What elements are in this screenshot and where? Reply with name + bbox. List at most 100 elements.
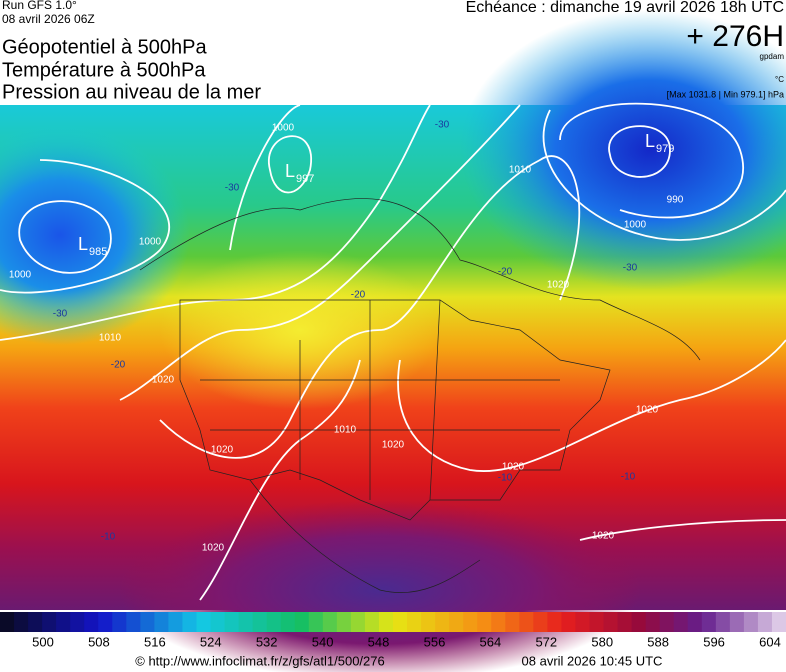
colorbar-swatch (449, 612, 464, 632)
low-letter: L (285, 161, 295, 181)
colorbar-swatch (14, 612, 29, 632)
colorbar-swatch (210, 612, 226, 632)
temperature-label: -10 (621, 472, 636, 483)
isobar-label: 990 (667, 195, 684, 206)
colorbar-swatch (631, 612, 647, 632)
isobar-label: 1020 (211, 445, 234, 456)
run-label: Run GFS 1.0° (2, 0, 77, 12)
colorbar-swatch (463, 612, 478, 632)
colorbar-swatch (140, 612, 155, 632)
colorbar-swatch (196, 612, 212, 632)
colorbar-swatch (252, 612, 268, 632)
colorbar-swatch (56, 612, 71, 632)
colorbar-swatch (350, 612, 366, 632)
source-url: © http://www.infoclimat.fr/z/gfs/atl1/50… (135, 653, 384, 668)
colorbar-swatch (715, 612, 731, 632)
colorbar-label: 548 (368, 634, 390, 649)
temperature-label: -20 (351, 290, 366, 301)
low-letter: L (78, 234, 88, 254)
colorbar-swatch (477, 612, 492, 632)
unit: gpdam (760, 52, 785, 61)
temperature-label: -30 (435, 120, 450, 131)
colorbar-swatch (238, 612, 254, 632)
title: Géopotentiel à 500hPa (2, 36, 207, 58)
colorbar-label: 516 (144, 634, 166, 649)
isobar-label: 1010 (334, 425, 357, 436)
isobar-label: 1020 (202, 543, 225, 554)
colorbar-label: 556 (424, 634, 446, 649)
isobar-label: 1000 (139, 237, 162, 248)
colorbar-swatch (519, 612, 534, 632)
colorbar-swatch (98, 612, 113, 632)
colorbar-label: 524 (200, 634, 222, 649)
temperature-label: -20 (111, 360, 126, 371)
isobar-label: 1020 (592, 531, 615, 542)
temperature-label: -30 (53, 309, 68, 320)
colorbar-swatch (603, 612, 619, 632)
colorbar-label: 596 (703, 634, 725, 649)
colorbar-swatch (378, 612, 394, 632)
colorbar-swatch (84, 612, 99, 632)
colorbar-swatch (294, 612, 310, 632)
colorbar-swatch (505, 612, 520, 632)
isobar-label: 1020 (152, 375, 175, 386)
isobar-label: 1020 (547, 280, 570, 291)
colorbar-swatch (42, 612, 57, 632)
colorbar-swatch (771, 612, 786, 632)
colorbar-swatch (280, 612, 296, 632)
temperature-label: -30 (623, 263, 638, 274)
colorbar-swatch (112, 612, 127, 632)
isobar-label: 1020 (382, 440, 405, 451)
colorbar-swatch (421, 612, 436, 632)
colorbar-swatch (266, 612, 282, 632)
colorbar-swatch (561, 612, 576, 632)
low-value: 997 (296, 173, 314, 185)
colorbar-label: 508 (88, 634, 110, 649)
colorbar-swatch (182, 612, 197, 632)
colorbar-swatch (308, 612, 324, 632)
colorbar-label: 564 (480, 634, 502, 649)
echeance: Echéance : dimanche 19 avril 2026 18h UT… (466, 0, 784, 16)
colorbar-label: 540 (312, 634, 334, 649)
isobar-label: 1000 (624, 220, 647, 231)
colorbar-swatch (407, 612, 422, 632)
colorbar-swatch (659, 612, 675, 632)
colorbar-swatch (547, 612, 562, 632)
colorbar: 500 508 516 524 532 540 548 556 564 572 580 588 596 6… (0, 612, 786, 649)
colorbar-swatch (533, 612, 548, 632)
colorbar-label: 588 (647, 634, 669, 649)
isobar-label: 1010 (99, 333, 122, 344)
temperature-label: -30 (225, 183, 240, 194)
colorbar-swatch (491, 612, 506, 632)
colorbar-swatch (336, 612, 352, 632)
run-date: 08 avril 2026 06Z (2, 12, 95, 26)
colorbar-swatch (224, 612, 240, 632)
isobar-label: 1000 (9, 270, 32, 281)
colorbar-swatch (435, 612, 450, 632)
colorbar-swatch (322, 612, 338, 632)
colorbar-label: 580 (591, 634, 613, 649)
colorbar-swatch (743, 612, 759, 632)
isobar-label: 1010 (509, 165, 532, 176)
colorbar-label: 500 (32, 634, 54, 649)
low-value: 985 (89, 246, 107, 258)
colorbar-label: 532 (256, 634, 278, 649)
isobar-label: 1020 (636, 405, 659, 416)
colorbar-swatch (28, 612, 43, 632)
borders (139, 198, 701, 594)
colorbar-swatch (126, 612, 141, 632)
colorbar-swatch (393, 612, 408, 632)
timestamp: 08 avril 2026 10:45 UTC (522, 653, 663, 668)
colorbar-swatch (168, 612, 183, 632)
colorbar-label: 572 (535, 634, 557, 649)
colorbar-swatch (154, 612, 169, 632)
low-value: 979 (656, 143, 674, 155)
colorbar-swatch (687, 612, 703, 632)
colorbar-swatch (645, 612, 661, 632)
colorbar-label: 604 (759, 634, 781, 649)
temperature-label: -10 (101, 532, 116, 543)
colorbar-swatch (757, 612, 773, 632)
isobar-label: 1020 (502, 462, 525, 473)
